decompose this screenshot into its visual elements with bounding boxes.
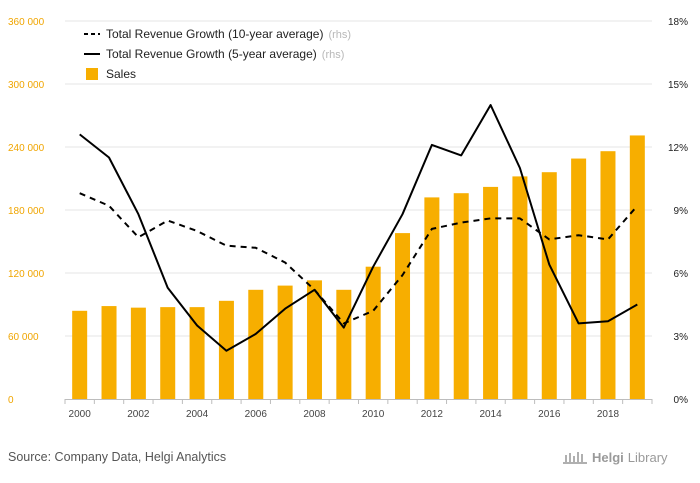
y-right-tick-label: 9% (674, 206, 689, 217)
bar-sales (72, 310, 88, 399)
axes: 0 60 000 120 000 180 000 240 000 300 000 360 0… (8, 17, 688, 420)
x-tick-label: 2008 (303, 409, 326, 420)
bar-sales (512, 176, 528, 399)
bar-sales (629, 135, 645, 399)
bars-sales (72, 135, 645, 399)
legend-label: Total Revenue Growth (10-year average) (r… (106, 27, 351, 41)
x-tick-label: 2006 (245, 409, 268, 420)
gridlines (65, 20, 652, 337)
x-tick-label: 2010 (362, 409, 385, 420)
bar-sales (130, 307, 146, 399)
bar-sales (395, 233, 411, 399)
y-right-tick-label: 12% (668, 143, 688, 154)
x-tick-label: 2004 (186, 409, 209, 420)
logo-text-light: Library (627, 449, 668, 465)
bar-sales (571, 158, 587, 399)
bar-sales (483, 186, 499, 399)
source-note: Source: Company Data, Helgi Analytics (8, 450, 227, 464)
y-left-tick-label: 240 000 (8, 143, 45, 154)
y-right-tick-label: 6% (674, 269, 689, 280)
y-left-tick-label: 300 000 (8, 80, 45, 91)
legend-rhs-suffix: (rhs) (328, 29, 351, 41)
y-left-tick-label: 360 000 (8, 17, 45, 28)
x-tick-label: 2016 (538, 409, 561, 420)
legend-label: Total Revenue Growth (5-year average) (rh… (106, 47, 344, 61)
bar-sales (453, 193, 469, 399)
x-tick-label: 2002 (127, 409, 150, 420)
y-right-tick-label: 18% (668, 17, 688, 28)
logo-text-bold: Helgi (592, 449, 624, 465)
x-tick-label: 2018 (597, 409, 620, 420)
line-series (79, 104, 639, 352)
bar-sales (189, 307, 205, 399)
helgi-library-logo: Helgi Library (562, 449, 668, 465)
y-left-tick-label: 120 000 (8, 269, 45, 280)
legend: Total Revenue Growth (10-year average) (r… (84, 27, 351, 81)
y-left-tick-label: 60 000 (8, 332, 39, 343)
bar-sales (365, 266, 381, 399)
x-tick-label: 2014 (479, 409, 502, 420)
bar-sales (277, 285, 293, 399)
bar-sales (160, 307, 176, 399)
y-left-tick-label: 180 000 (8, 206, 45, 217)
y-right-tick-label: 15% (668, 80, 688, 91)
x-tick-label: 2000 (69, 409, 92, 420)
chart: 0 60 000 120 000 180 000 240 000 300 000 360 0… (8, 17, 688, 420)
y-right-tick-label: 0% (674, 395, 689, 406)
bar-sales (336, 289, 352, 399)
legend-label: Sales (106, 67, 136, 81)
line-10-year-average (79, 192, 639, 325)
bar-sales (306, 280, 322, 399)
legend-rhs-suffix: (rhs) (322, 49, 345, 61)
library-building-icon (563, 452, 587, 464)
bar-sales (541, 172, 557, 399)
line-5-year-average (79, 104, 638, 352)
bar-sales (424, 197, 440, 399)
y-right-tick-label: 3% (674, 332, 689, 343)
y-left-tick-label: 0 (8, 395, 14, 406)
bar-sales (101, 306, 117, 399)
bar-sales (248, 289, 264, 399)
x-tick-label: 2012 (421, 409, 444, 420)
bar-sales (600, 151, 616, 399)
legend-swatch-sales (86, 68, 98, 80)
